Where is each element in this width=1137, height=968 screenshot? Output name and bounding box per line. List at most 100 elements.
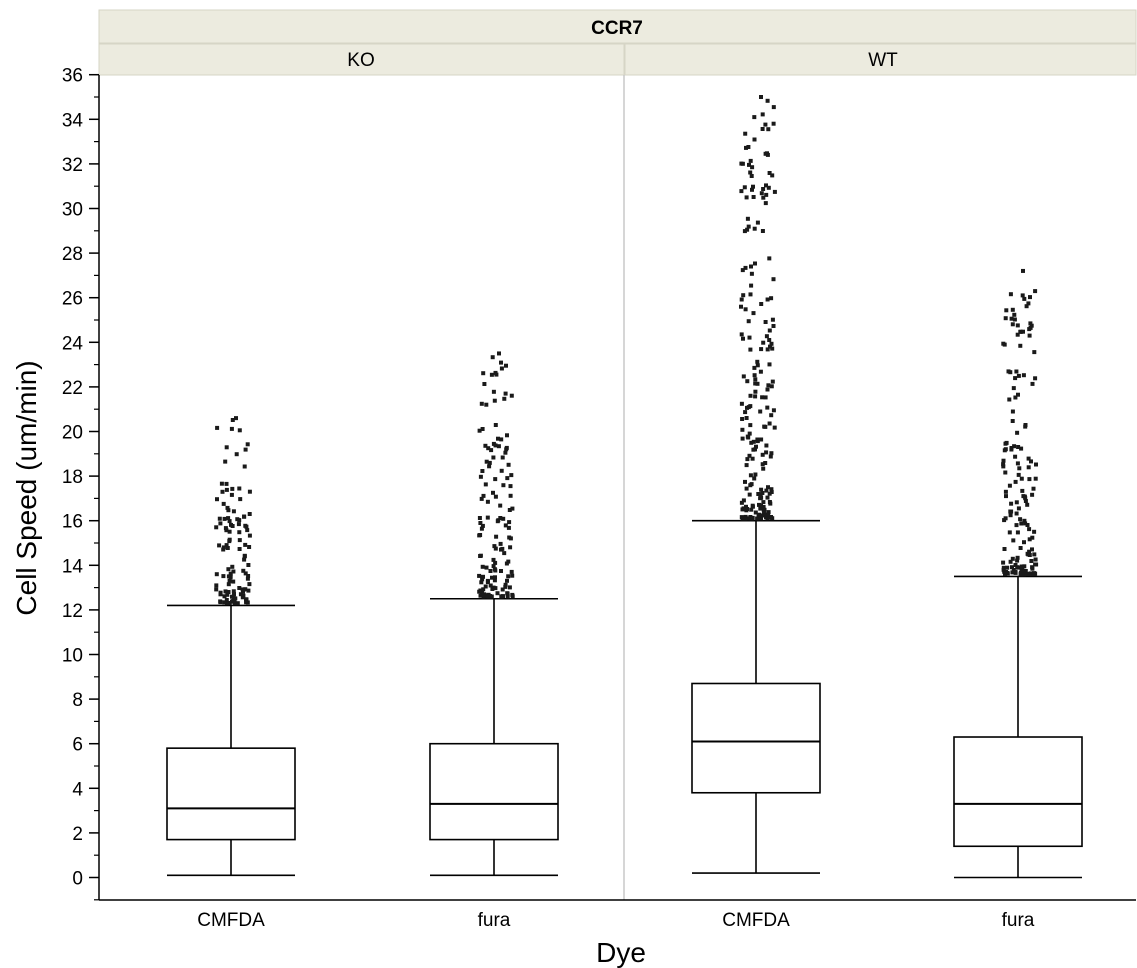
outlier-point bbox=[763, 461, 768, 465]
outlier-point bbox=[483, 482, 488, 487]
outlier-point bbox=[1027, 477, 1032, 482]
outlier-point bbox=[233, 596, 238, 601]
outlier-point bbox=[748, 423, 753, 428]
outlier-point bbox=[1008, 370, 1013, 375]
outlier-point bbox=[1015, 555, 1020, 560]
outlier-point bbox=[224, 481, 229, 486]
outlier-point bbox=[1009, 501, 1014, 506]
outlier-point bbox=[1034, 462, 1038, 467]
outlier-point bbox=[214, 583, 219, 588]
outlier-point bbox=[231, 509, 236, 514]
outlier-point bbox=[763, 122, 768, 127]
outlier-point bbox=[489, 594, 494, 599]
outlier-point bbox=[752, 226, 757, 231]
outlier-point bbox=[1033, 571, 1038, 576]
outlier-point-max bbox=[1021, 268, 1025, 273]
outlier-point bbox=[755, 363, 760, 368]
outlier-point bbox=[760, 127, 765, 131]
outlier-point bbox=[484, 594, 489, 598]
outlier-point bbox=[230, 594, 234, 599]
outlier-point bbox=[223, 589, 228, 594]
outlier-point bbox=[1013, 563, 1018, 567]
outlier-point bbox=[748, 170, 753, 175]
outlier-point bbox=[1016, 392, 1020, 397]
outlier-point bbox=[246, 588, 251, 593]
outlier-point bbox=[744, 195, 749, 200]
outlier-point bbox=[484, 459, 489, 464]
outlier-point bbox=[509, 569, 514, 574]
outlier-point bbox=[507, 520, 512, 525]
outlier-point bbox=[214, 572, 219, 577]
outlier-point bbox=[1018, 572, 1023, 577]
outlier-point bbox=[1010, 556, 1015, 561]
outlier-point bbox=[226, 508, 231, 513]
outlier-point bbox=[227, 601, 232, 605]
panel-label-ko: KO bbox=[347, 50, 374, 71]
outlier-point bbox=[763, 395, 768, 400]
outlier-point bbox=[755, 381, 760, 386]
outlier-point bbox=[1001, 464, 1006, 469]
outlier-point bbox=[1015, 323, 1020, 328]
outlier-point bbox=[759, 347, 764, 352]
outlier-point bbox=[1014, 523, 1019, 528]
outlier-point bbox=[746, 145, 751, 149]
outlier-point bbox=[753, 381, 758, 386]
outlier-point bbox=[1012, 317, 1017, 322]
outlier-point bbox=[1025, 502, 1030, 507]
outlier-point bbox=[1013, 570, 1018, 575]
y-tick-label: 4 bbox=[72, 779, 83, 800]
outlier-point bbox=[750, 503, 755, 508]
outlier-point bbox=[481, 493, 486, 498]
outlier-point bbox=[479, 401, 484, 406]
outlier-point bbox=[765, 405, 770, 410]
y-tick-label: 34 bbox=[62, 110, 84, 131]
outlier-point bbox=[1032, 529, 1037, 534]
outlier-point bbox=[1011, 538, 1016, 543]
outlier-point bbox=[224, 528, 229, 533]
outlier-point bbox=[744, 486, 749, 491]
outlier-point bbox=[504, 363, 508, 368]
outlier-point bbox=[225, 546, 230, 550]
outlier-point bbox=[493, 423, 498, 427]
outlier-point bbox=[767, 362, 772, 367]
outlier-point bbox=[747, 162, 751, 167]
outlier-point bbox=[1010, 409, 1015, 414]
outlier-point bbox=[1028, 295, 1032, 300]
outlier-point bbox=[226, 516, 231, 521]
outlier-point bbox=[491, 564, 496, 569]
outlier-point bbox=[768, 344, 772, 349]
outlier-point bbox=[503, 584, 508, 589]
outlier-point bbox=[762, 507, 767, 512]
outlier-point bbox=[765, 387, 770, 392]
outlier-point bbox=[508, 536, 513, 541]
outlier-point bbox=[502, 396, 507, 401]
outlier-point bbox=[751, 439, 756, 444]
outlier-point bbox=[750, 187, 754, 192]
outlier-point bbox=[755, 516, 760, 521]
outlier-point bbox=[247, 545, 252, 549]
outlier-point bbox=[769, 296, 774, 301]
outlier-point bbox=[769, 384, 774, 389]
outlier-point bbox=[1013, 454, 1018, 459]
outlier-point bbox=[742, 516, 747, 521]
outlier-point bbox=[1015, 430, 1020, 435]
outlier-point bbox=[1027, 571, 1032, 576]
outlier-point bbox=[752, 137, 757, 142]
outlier-point bbox=[1016, 373, 1021, 378]
outlier-point bbox=[758, 492, 763, 497]
outlier-point bbox=[237, 486, 242, 491]
outlier-point bbox=[243, 447, 248, 452]
outlier-point bbox=[501, 516, 506, 521]
outlier-point bbox=[765, 152, 770, 157]
outlier-point bbox=[764, 488, 769, 493]
outlier-point bbox=[1027, 537, 1032, 542]
outlier-point bbox=[750, 515, 755, 520]
outlier-point bbox=[1016, 472, 1021, 477]
outlier-point bbox=[226, 590, 231, 594]
outlier-point bbox=[1002, 547, 1007, 551]
outlier-point bbox=[1018, 329, 1023, 334]
box-ko-cmfda bbox=[166, 747, 296, 841]
outlier-point bbox=[761, 466, 766, 471]
outlier-point bbox=[1024, 304, 1029, 309]
outlier-point bbox=[752, 365, 757, 370]
